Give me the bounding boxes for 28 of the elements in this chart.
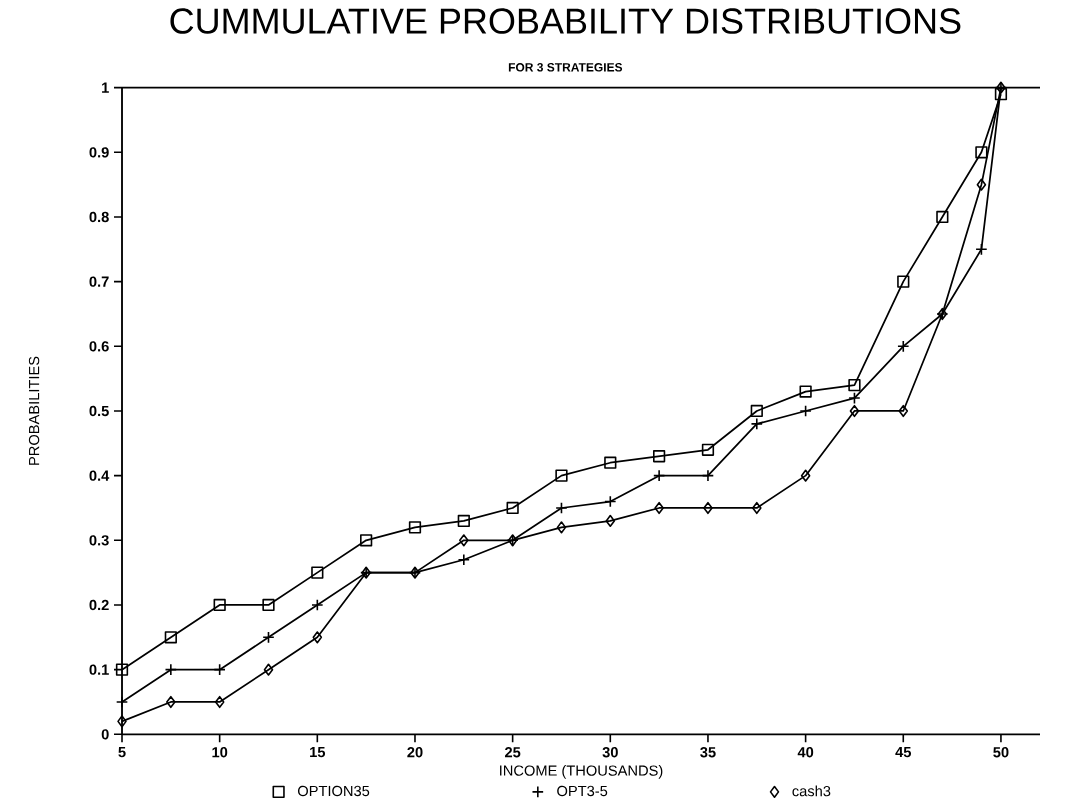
y-tick-label: 0.9	[89, 147, 109, 158]
legend-label: cash3	[792, 785, 831, 797]
x-tick-label: 25	[504, 747, 521, 758]
y-tick-label: 0.7	[89, 276, 109, 287]
y-tick-label: 1	[102, 82, 109, 93]
legend-label: OPT3-5	[557, 785, 608, 797]
x-tick-label: 35	[700, 747, 716, 758]
y-tick-label: 0	[101, 729, 109, 740]
x-tick-label: 10	[212, 747, 228, 758]
x-tick-label: 15	[310, 747, 326, 758]
y-tick-label: 0.6	[89, 341, 109, 352]
y-axis-title: PROBABILITIES	[28, 356, 40, 465]
chart-subtitle: FOR 3 STRATEGIES	[508, 63, 623, 72]
y-tick-label: 0.4	[89, 470, 110, 481]
x-tick-label: 45	[895, 747, 912, 758]
y-tick-label: 0.2	[89, 599, 109, 611]
y-tick-label: 0.3	[89, 535, 109, 546]
y-tick-label: 0.1	[89, 664, 109, 675]
legend-label: OPTION35	[297, 785, 370, 797]
x-tick-label: 5	[118, 747, 126, 758]
y-tick-label: 0.8	[89, 211, 109, 223]
x-axis-title: INCOME (THOUSANDS)	[500, 765, 663, 779]
x-tick-label: 20	[407, 747, 423, 758]
x-tick-label: 50	[993, 747, 1009, 758]
x-tick-label: 30	[602, 747, 618, 758]
chart-title: CUMMULATIVE PROBABILITY DISTRIBUTIONS	[170, 8, 961, 34]
x-tick-label: 40	[797, 747, 814, 758]
y-tick-label: 0.5	[89, 405, 109, 417]
